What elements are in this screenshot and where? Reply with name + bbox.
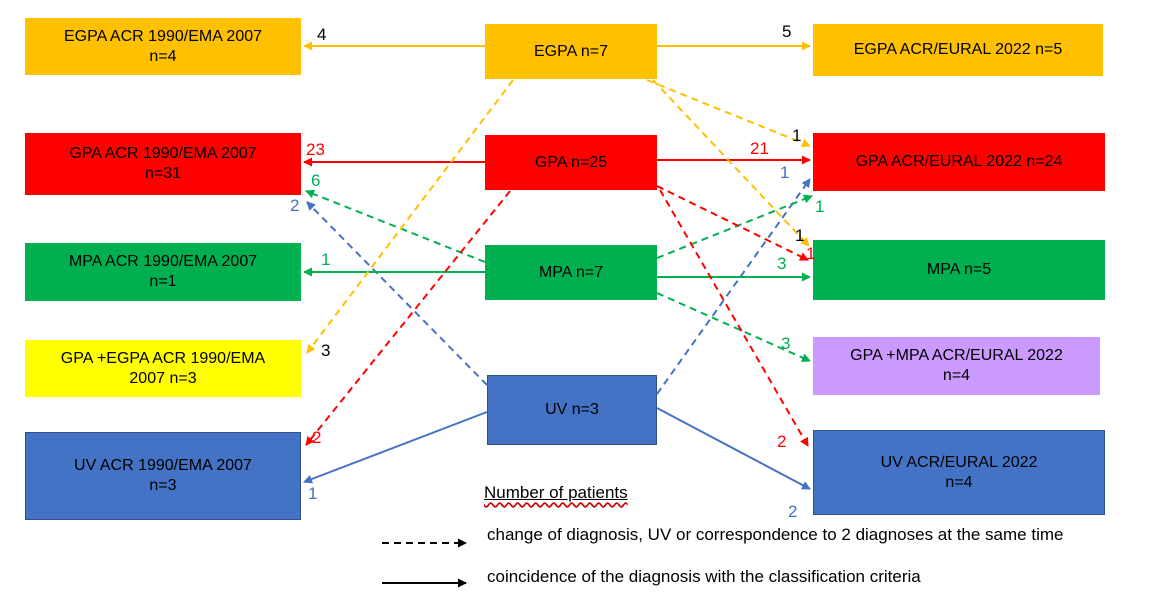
- edge-gpa-to-uv-1990: [305, 190, 511, 446]
- legend-title: Number of patients: [484, 483, 628, 503]
- edge-egpa-to-mpa-2022: [652, 79, 810, 247]
- edge-gpa-to-uv-2022: [659, 189, 809, 447]
- node-egpa-acr1990-ema2007: EGPA ACR 1990/EMA 2007 n=4: [25, 18, 301, 75]
- dashed-arrow-icon: [382, 538, 467, 548]
- edge-uv-to-gpa-1990: [306, 201, 488, 386]
- node-mpa-middle: MPA n=7: [485, 245, 657, 300]
- node-gpa-egpa-acr1990-ema2007: GPA +EGPA ACR 1990/EMA 2007 n=3: [25, 340, 301, 397]
- edge-egpa-to-gpa-egpa-1990: [306, 79, 514, 354]
- node-gpa-mpa-acr-eural2022: GPA +MPA ACR/EURAL 2022 n=4: [813, 337, 1100, 395]
- node-gpa-acr1990-ema2007: GPA ACR 1990/EMA 2007 n=31: [25, 133, 301, 195]
- edge-mpa-to-gpa-2022: [656, 194, 813, 259]
- legend-dashed-description: change of diagnosis, UV or correspondenc…: [487, 525, 1064, 544]
- legend-solid-description: coincidence of the diagnosis with the cl…: [487, 567, 921, 586]
- edge-count-mpa-to-mpa-2022: 3: [777, 254, 786, 273]
- node-gpa-middle: GPA n=25: [485, 135, 657, 190]
- edge-mpa-to-gpa-1990: [305, 189, 486, 263]
- edge-count-egpa-to-gpa-egpa-1990: 3: [321, 341, 330, 360]
- node-uv-acr1990-ema2007: UV ACR 1990/EMA 2007 n=3: [25, 432, 301, 520]
- node-mpa-acr-eural2022: MPA n=5: [813, 240, 1105, 300]
- edge-count-mpa-to-gpa-mpa-2022: 3: [781, 334, 790, 353]
- edge-count-gpa-to-gpa-2022: 21: [750, 139, 769, 158]
- edge-count-egpa-to-egpa-2022: 5: [782, 22, 791, 41]
- edge-count-uv-to-gpa-2022: 1: [780, 163, 789, 182]
- edge-count-gpa-to-uv-1990: 2: [312, 428, 321, 447]
- edge-count-egpa-to-gpa-2022: 1: [792, 126, 801, 145]
- edge-uv-to-uv-1990: [303, 411, 488, 484]
- edge-count-uv-to-uv-2022: 2: [788, 502, 797, 521]
- edge-mpa-to-gpa-mpa-2022: [656, 292, 811, 362]
- node-egpa-acr-eural2022: EGPA ACR/EURAL 2022 n=5: [813, 24, 1103, 76]
- edge-count-mpa-to-gpa-2022: 1: [815, 197, 824, 216]
- edge-count-uv-to-gpa-1990: 2: [290, 196, 299, 215]
- solid-arrow-icon: [382, 578, 467, 588]
- edge-count-uv-to-uv-1990: 1: [308, 484, 317, 503]
- edge-count-mpa-to-mpa-1990: 1: [321, 250, 330, 269]
- node-uv-acr-eural2022: UV ACR/EURAL 2022 n=4: [813, 430, 1105, 515]
- edge-count-gpa-to-uv-2022: 2: [777, 432, 786, 451]
- node-egpa-middle: EGPA n=7: [485, 24, 657, 79]
- edge-count-gpa-to-gpa-1990: 23: [306, 140, 325, 159]
- node-uv-middle: UV n=3: [487, 375, 657, 445]
- edge-count-egpa-to-egpa-1990: 4: [317, 25, 326, 44]
- edge-gpa-to-mpa-2022: [656, 185, 809, 261]
- node-gpa-acr-eural2022: GPA ACR/EURAL 2022 n=24: [813, 133, 1105, 191]
- edge-egpa-to-gpa-2022: [646, 79, 811, 148]
- node-mpa-acr1990-ema2007: MPA ACR 1990/EMA 2007 n=1: [25, 243, 301, 301]
- edge-count-egpa-to-mpa-2022: 1: [795, 226, 804, 245]
- edge-count-mpa-to-gpa-1990: 6: [311, 171, 320, 190]
- legend-title-text: Number of patients: [484, 483, 628, 502]
- edge-uv-to-gpa-2022: [656, 178, 811, 395]
- edge-uv-to-uv-2022: [656, 407, 811, 490]
